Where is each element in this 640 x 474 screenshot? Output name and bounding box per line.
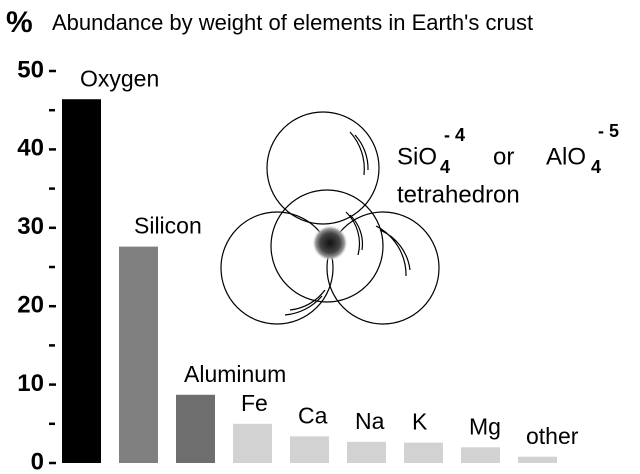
y-tick-label: 0 <box>31 448 44 474</box>
y-tick-label: 40 <box>17 135 44 162</box>
category-label: Na <box>355 408 385 434</box>
chart: % Abundance by weight of elements in Ear… <box>0 0 640 474</box>
bar <box>518 457 557 463</box>
category-label: Ca <box>298 402 328 428</box>
bar <box>290 436 329 463</box>
category-label: other <box>526 423 579 449</box>
bar <box>404 443 443 463</box>
bar <box>119 247 158 463</box>
bar <box>176 395 215 463</box>
formula-1-sup: - 4 <box>444 125 465 145</box>
category-label: Silicon <box>134 213 202 239</box>
category-label: Fe <box>241 390 268 416</box>
bar <box>347 442 386 463</box>
annotation: SiO 4 - 4 or AlO 4 - 5 tetrahedron <box>397 121 619 209</box>
y-tick-label: 10 <box>17 370 44 397</box>
formula-1-sub: 4 <box>440 157 450 177</box>
formula-2-sub: 4 <box>591 157 601 177</box>
formula-2: AlO <box>546 143 586 170</box>
formula-2-sup: - 5 <box>598 121 619 141</box>
bar <box>62 99 101 463</box>
y-tick-label: 30 <box>17 213 44 240</box>
formula-1: SiO <box>397 143 437 170</box>
title-symbol: % <box>6 6 33 39</box>
category-label: Oxygen <box>80 65 159 91</box>
conjunction: or <box>493 143 514 170</box>
caption: tetrahedron <box>397 181 520 208</box>
chart-title: Abundance by weight of elements in Earth… <box>52 10 533 35</box>
y-tick-label: 20 <box>17 292 44 319</box>
category-label: K <box>412 409 428 435</box>
y-tick-label: 50 <box>17 56 44 83</box>
category-label: Mg <box>469 413 501 439</box>
bar <box>461 447 500 463</box>
category-label: Aluminum <box>184 361 286 387</box>
bar <box>233 424 272 463</box>
